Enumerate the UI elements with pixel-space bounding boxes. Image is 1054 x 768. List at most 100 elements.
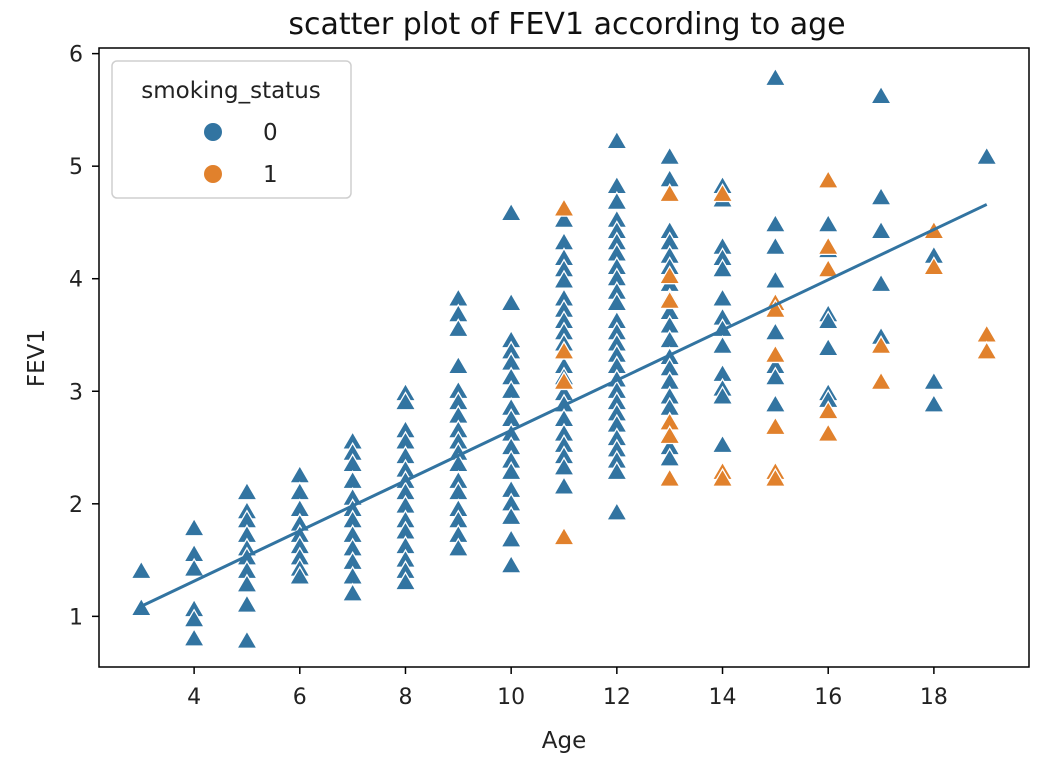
data-point-series-0	[500, 528, 523, 548]
data-point-series-0	[447, 355, 470, 375]
data-point-series-0	[394, 391, 417, 411]
data-point-series-0	[764, 321, 787, 341]
data-point-series-0	[711, 334, 734, 355]
data-point-series-0	[764, 213, 787, 233]
data-point-series-1	[711, 467, 734, 487]
data-point-series-0	[817, 337, 840, 357]
data-point-series-0	[341, 582, 364, 602]
data-point-series-0	[552, 456, 576, 476]
data-point-series-0	[922, 370, 946, 391]
data-point-series-0	[182, 627, 206, 647]
data-point-series-0	[130, 560, 153, 580]
y-tick-label: 3	[69, 380, 83, 405]
legend-label-1: 1	[263, 162, 278, 188]
data-point-series-0	[764, 393, 787, 413]
x-tick-label: 8	[398, 685, 412, 710]
data-point-series-0	[869, 85, 893, 105]
data-point-series-0	[500, 506, 523, 526]
legend: smoking_status 0 1	[111, 60, 352, 199]
data-point-series-0	[288, 464, 311, 484]
data-point-series-0	[235, 629, 259, 649]
x-axis-title: Age	[542, 728, 586, 754]
y-tick-label: 2	[69, 493, 83, 518]
data-point-series-1	[817, 400, 840, 420]
regression-line	[140, 203, 988, 608]
data-point-series-0	[605, 501, 628, 521]
data-point-series-1	[711, 183, 734, 203]
data-point-series-0	[711, 258, 734, 278]
data-point-series-0	[658, 447, 681, 467]
legend-box	[111, 60, 352, 199]
data-point-series-0	[447, 318, 470, 338]
data-point-series-0	[605, 190, 628, 211]
data-point-series-0	[711, 287, 734, 307]
data-point-series-0	[605, 130, 628, 150]
data-point-series-1	[552, 340, 576, 360]
data-point-series-0	[922, 393, 946, 413]
data-point-series-0	[764, 67, 787, 87]
data-point-series-0	[552, 208, 576, 229]
data-point-series-1	[817, 422, 840, 442]
data-point-series-0	[235, 481, 259, 501]
data-point-series-1	[552, 526, 576, 546]
regression-layer	[140, 203, 988, 608]
data-point-series-0	[869, 220, 893, 240]
data-point-series-1	[975, 323, 998, 343]
data-point-series-1	[552, 370, 576, 391]
data-point-series-1	[658, 467, 681, 487]
legend-title: smoking_status	[141, 78, 321, 104]
data-point-series-0	[500, 202, 523, 222]
data-point-series-1	[869, 334, 893, 355]
data-point-series-0	[288, 565, 311, 585]
data-point-series-0	[500, 554, 523, 574]
data-point-series-0	[182, 517, 206, 537]
x-tick-label: 6	[293, 685, 307, 710]
data-point-series-1	[869, 370, 893, 391]
y-tick-label: 5	[69, 155, 83, 180]
data-point-series-0	[764, 366, 787, 386]
data-point-series-0	[394, 571, 417, 591]
y-tick-label: 1	[69, 605, 83, 630]
y-axis: 1 2 3 4 5 6	[69, 43, 99, 630]
data-point-series-1	[817, 258, 840, 278]
data-point-series-1	[658, 265, 681, 285]
data-point-series-1	[764, 415, 787, 436]
data-point-series-1	[975, 340, 998, 360]
x-tick-label: 18	[920, 685, 948, 710]
data-point-series-1	[658, 289, 681, 310]
data-point-series-1	[658, 183, 681, 203]
data-point-series-0	[605, 461, 628, 481]
data-point-series-0	[500, 292, 523, 312]
data-point-series-1	[922, 256, 946, 276]
legend-label-0: 0	[263, 120, 278, 146]
data-point-series-0	[817, 310, 840, 330]
points-layer	[130, 67, 998, 649]
x-tick-label: 16	[814, 685, 842, 710]
data-point-series-0	[235, 573, 259, 593]
data-point-series-0	[869, 273, 893, 293]
data-point-series-0	[130, 597, 153, 617]
x-axis: 4 6 8 10 12 14 16 18	[187, 667, 948, 710]
plot-frame	[98, 47, 1030, 668]
data-point-series-1	[658, 424, 681, 445]
data-point-series-0	[552, 475, 576, 495]
data-point-series-0	[869, 186, 893, 206]
data-point-series-0	[447, 537, 470, 557]
legend-marker-1	[204, 165, 222, 183]
data-point-series-0	[975, 145, 998, 166]
legend-marker-0	[204, 123, 222, 141]
data-point-series-1	[764, 467, 787, 487]
data-point-series-1	[817, 169, 840, 189]
data-point-series-1	[552, 197, 576, 217]
data-point-series-0	[182, 557, 206, 577]
data-point-series-0	[711, 385, 734, 405]
data-point-series-0	[341, 470, 364, 490]
y-tick-label: 4	[69, 268, 83, 293]
data-point-series-0	[182, 608, 206, 628]
data-point-series-0	[817, 213, 840, 233]
data-point-series-0	[288, 481, 311, 501]
x-tick-label: 10	[497, 685, 525, 710]
y-tick-label: 6	[69, 43, 83, 68]
data-point-series-0	[764, 269, 787, 289]
